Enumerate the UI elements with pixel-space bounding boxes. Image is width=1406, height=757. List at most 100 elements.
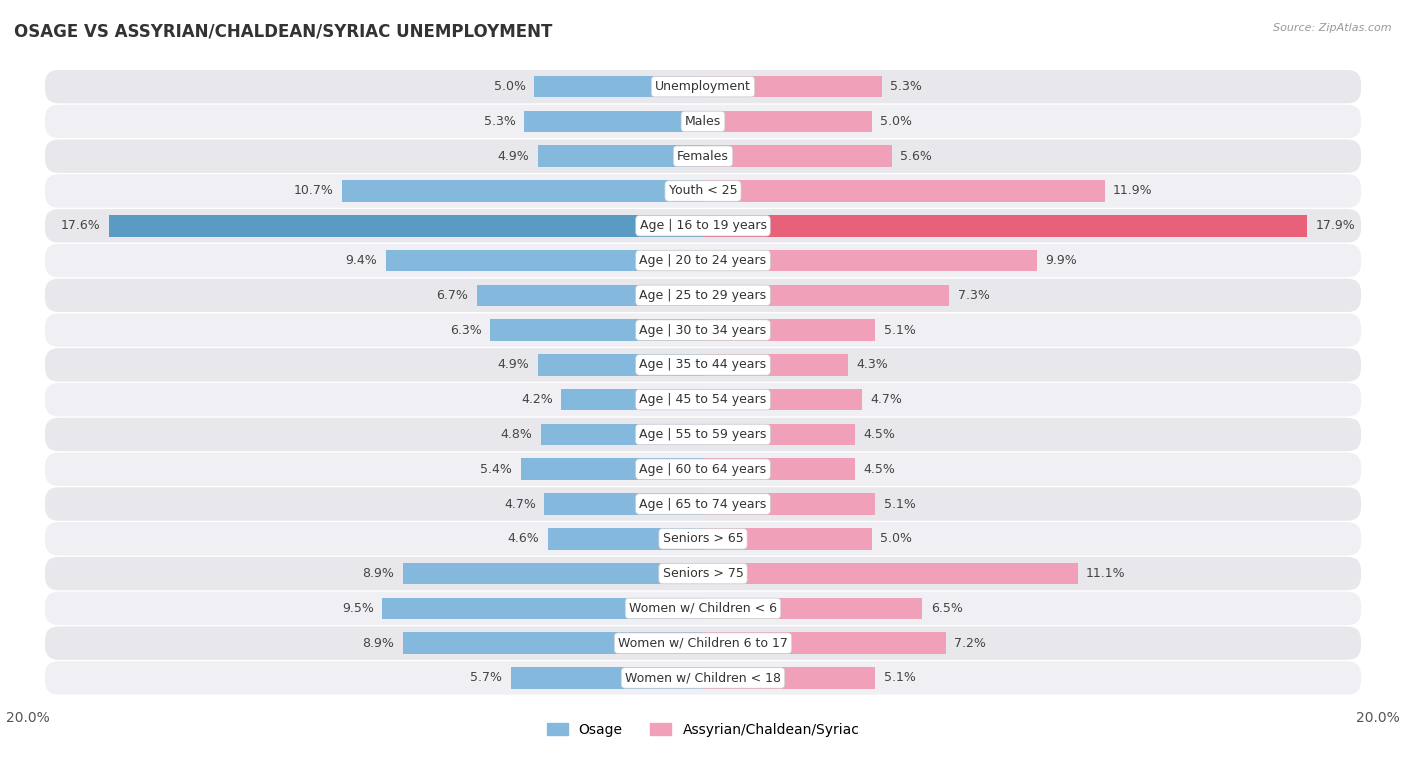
Text: 11.9%: 11.9%	[1114, 185, 1153, 198]
FancyBboxPatch shape	[45, 104, 1361, 138]
Text: Age | 35 to 44 years: Age | 35 to 44 years	[640, 358, 766, 372]
Text: Youth < 25: Youth < 25	[669, 185, 737, 198]
Text: Women w/ Children < 18: Women w/ Children < 18	[626, 671, 780, 684]
Text: 4.8%: 4.8%	[501, 428, 533, 441]
Bar	[110, 215, 703, 236]
Text: Source: ZipAtlas.com: Source: ZipAtlas.com	[1274, 23, 1392, 33]
Text: 4.7%: 4.7%	[505, 497, 536, 510]
Text: 5.7%: 5.7%	[470, 671, 502, 684]
Text: 7.2%: 7.2%	[955, 637, 986, 650]
Text: 4.9%: 4.9%	[498, 358, 529, 372]
Bar	[703, 145, 891, 167]
Bar	[382, 597, 703, 619]
Text: Age | 45 to 54 years: Age | 45 to 54 years	[640, 393, 766, 407]
Bar	[703, 76, 882, 98]
Bar	[548, 528, 703, 550]
Bar	[510, 667, 703, 689]
Text: 17.6%: 17.6%	[60, 220, 101, 232]
Text: Age | 65 to 74 years: Age | 65 to 74 years	[640, 497, 766, 510]
Text: Unemployment: Unemployment	[655, 80, 751, 93]
Text: 5.3%: 5.3%	[890, 80, 922, 93]
Text: 4.3%: 4.3%	[856, 358, 889, 372]
Text: 4.5%: 4.5%	[863, 463, 896, 475]
Text: 4.9%: 4.9%	[498, 150, 529, 163]
Text: Age | 55 to 59 years: Age | 55 to 59 years	[640, 428, 766, 441]
Text: Seniors > 65: Seniors > 65	[662, 532, 744, 545]
Bar	[477, 285, 703, 306]
Bar	[541, 424, 703, 445]
Text: Females: Females	[678, 150, 728, 163]
Bar	[402, 562, 703, 584]
Text: Age | 30 to 34 years: Age | 30 to 34 years	[640, 323, 766, 337]
Bar	[703, 424, 855, 445]
Text: Age | 16 to 19 years: Age | 16 to 19 years	[640, 220, 766, 232]
Text: 17.9%: 17.9%	[1316, 220, 1355, 232]
FancyBboxPatch shape	[45, 70, 1361, 104]
Bar	[703, 632, 946, 654]
Text: 6.3%: 6.3%	[450, 323, 482, 337]
Bar	[537, 354, 703, 375]
Bar	[703, 597, 922, 619]
Bar	[703, 319, 875, 341]
Text: OSAGE VS ASSYRIAN/CHALDEAN/SYRIAC UNEMPLOYMENT: OSAGE VS ASSYRIAN/CHALDEAN/SYRIAC UNEMPL…	[14, 23, 553, 41]
Text: 5.1%: 5.1%	[883, 671, 915, 684]
Text: 5.0%: 5.0%	[880, 115, 912, 128]
Text: Males: Males	[685, 115, 721, 128]
Text: 6.5%: 6.5%	[931, 602, 963, 615]
Text: Age | 20 to 24 years: Age | 20 to 24 years	[640, 254, 766, 267]
Text: 4.5%: 4.5%	[863, 428, 896, 441]
Bar	[524, 111, 703, 132]
Bar	[703, 180, 1105, 202]
Text: 4.6%: 4.6%	[508, 532, 540, 545]
Bar	[703, 111, 872, 132]
FancyBboxPatch shape	[45, 174, 1361, 207]
Text: Seniors > 75: Seniors > 75	[662, 567, 744, 580]
Text: 5.1%: 5.1%	[883, 497, 915, 510]
Bar	[703, 389, 862, 410]
Bar	[703, 354, 848, 375]
Text: 5.3%: 5.3%	[484, 115, 516, 128]
Text: 5.1%: 5.1%	[883, 323, 915, 337]
Bar	[537, 145, 703, 167]
Text: 5.6%: 5.6%	[900, 150, 932, 163]
Bar	[491, 319, 703, 341]
Bar	[703, 250, 1038, 271]
Bar	[703, 285, 949, 306]
Text: 4.7%: 4.7%	[870, 393, 901, 407]
FancyBboxPatch shape	[45, 661, 1361, 695]
Text: Women w/ Children 6 to 17: Women w/ Children 6 to 17	[619, 637, 787, 650]
Text: 5.4%: 5.4%	[481, 463, 512, 475]
Bar	[703, 667, 875, 689]
Text: Age | 25 to 29 years: Age | 25 to 29 years	[640, 289, 766, 302]
Text: 7.3%: 7.3%	[957, 289, 990, 302]
FancyBboxPatch shape	[45, 488, 1361, 521]
FancyBboxPatch shape	[45, 418, 1361, 451]
Bar	[561, 389, 703, 410]
Bar	[703, 562, 1077, 584]
FancyBboxPatch shape	[45, 244, 1361, 277]
Text: 9.9%: 9.9%	[1046, 254, 1077, 267]
Bar	[534, 76, 703, 98]
Bar	[385, 250, 703, 271]
Bar	[402, 632, 703, 654]
FancyBboxPatch shape	[45, 592, 1361, 625]
Legend: Osage, Assyrian/Chaldean/Syriac: Osage, Assyrian/Chaldean/Syriac	[541, 717, 865, 742]
Text: Age | 60 to 64 years: Age | 60 to 64 years	[640, 463, 766, 475]
Text: 10.7%: 10.7%	[294, 185, 333, 198]
FancyBboxPatch shape	[45, 348, 1361, 382]
Text: 8.9%: 8.9%	[363, 567, 394, 580]
Bar	[703, 528, 872, 550]
FancyBboxPatch shape	[45, 279, 1361, 312]
Bar	[544, 494, 703, 515]
Text: 8.9%: 8.9%	[363, 637, 394, 650]
FancyBboxPatch shape	[45, 627, 1361, 660]
FancyBboxPatch shape	[45, 313, 1361, 347]
Text: Women w/ Children < 6: Women w/ Children < 6	[628, 602, 778, 615]
Text: 9.5%: 9.5%	[342, 602, 374, 615]
Bar	[520, 459, 703, 480]
Text: 11.1%: 11.1%	[1085, 567, 1126, 580]
Text: 5.0%: 5.0%	[494, 80, 526, 93]
Text: 4.2%: 4.2%	[522, 393, 553, 407]
FancyBboxPatch shape	[45, 557, 1361, 590]
FancyBboxPatch shape	[45, 209, 1361, 242]
